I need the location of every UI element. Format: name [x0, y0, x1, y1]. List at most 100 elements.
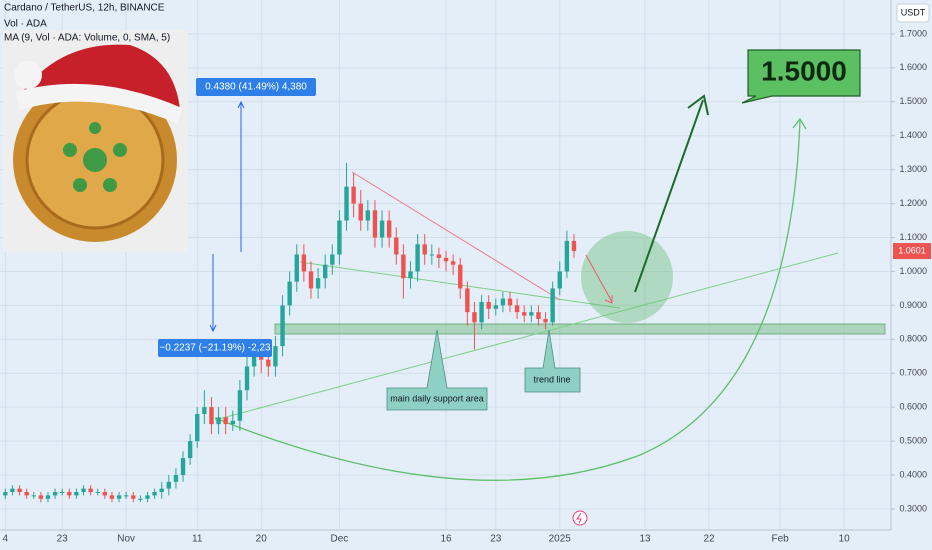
x-tick-label: 23: [490, 534, 502, 545]
x-tick-label: Feb: [771, 534, 789, 545]
y-tick-label: 1.5000: [899, 96, 927, 106]
candle-body: [372, 210, 378, 238]
y-tick-label: 0.8000: [899, 334, 927, 344]
candle-body: [415, 244, 420, 272]
candle-body: [17, 488, 22, 492]
candle-body: [315, 278, 321, 289]
candle-body: [522, 312, 527, 316]
y-tick-label: 0.3000: [899, 503, 927, 513]
candle-body: [401, 254, 406, 279]
y-tick-label: 1.3000: [899, 164, 927, 174]
x-tick-label: 22: [703, 534, 715, 545]
coin-dot: [73, 178, 87, 192]
candle-body: [3, 491, 8, 496]
candle-body: [159, 488, 164, 492]
candle-body: [458, 264, 463, 289]
candle-body: [351, 186, 356, 204]
candle-body: [280, 305, 285, 347]
y-tick-label: 1.6000: [899, 62, 927, 72]
candle-body: [244, 366, 250, 391]
price-axis-bg: [891, 0, 932, 550]
target-circle: [581, 231, 673, 323]
x-tick-label: 11: [192, 534, 203, 545]
target-text: 1.5000: [761, 55, 847, 86]
candle-body: [301, 254, 307, 272]
candle-body: [429, 254, 435, 256]
x-tick-label: Dec: [331, 534, 349, 545]
target-arrow: [634, 99, 704, 293]
coin-dot: [63, 143, 77, 157]
candle-body: [571, 240, 577, 252]
x-tick-label: 20: [256, 534, 268, 545]
candle-body: [436, 254, 442, 258]
candle-body: [10, 488, 15, 492]
callout-text: main daily support area: [390, 393, 484, 403]
y-tick-label: 0.6000: [899, 402, 927, 412]
candle-body: [180, 458, 186, 476]
event-icon: [572, 510, 588, 526]
candle-body: [202, 407, 207, 414]
candle-body: [145, 495, 150, 499]
candle-body: [223, 417, 228, 425]
axes: 0.3000 0.4000 0.5000 0.6000 0.7000 0.8000 0.90…: [3, 28, 931, 545]
candle-body: [422, 244, 427, 255]
x-tick-label: 23: [57, 534, 69, 545]
candle-body: [24, 491, 29, 496]
candle-body: [287, 281, 292, 306]
callout: [386, 329, 488, 411]
curve-arrow: [214, 119, 801, 481]
x-tick-label: 16: [440, 534, 452, 545]
x-tick-label: Nov: [117, 534, 135, 545]
candle-body: [173, 475, 179, 482]
callout: [524, 329, 581, 393]
unit-label: USDT: [901, 7, 926, 17]
arrow-head: [209, 324, 217, 333]
candle-body: [507, 298, 513, 306]
candle-body: [479, 301, 484, 323]
drawn-line: [214, 252, 839, 421]
indicator: Vol · ADA: [4, 19, 47, 30]
candle-body: [74, 491, 79, 496]
candle-body: [52, 491, 58, 496]
x-tick-label: 10: [839, 534, 851, 545]
candle-body: [500, 298, 506, 306]
candle-body: [308, 271, 314, 289]
arrow-head: [604, 295, 613, 304]
measure-label-box: [158, 339, 272, 357]
candle-body: [31, 495, 36, 497]
candle-body: [102, 491, 108, 496]
y-tick-label: 0.9000: [899, 300, 927, 310]
candle-body: [536, 312, 541, 319]
candle-body: [294, 254, 299, 282]
coin-dot: [83, 148, 107, 172]
y-tick-label: 0.4000: [899, 469, 927, 479]
candle-body: [529, 312, 534, 316]
candle-body: [88, 488, 93, 492]
candle-body: [109, 495, 115, 499]
candle-body: [443, 257, 449, 262]
candle-body: [465, 288, 470, 313]
candle-body: [251, 356, 257, 367]
candle-body: [493, 305, 498, 309]
candle-body: [45, 495, 51, 499]
indicator: MA (9, Vol · ADA: Volume, 0, SMA, 5): [4, 33, 170, 44]
arrow-head: [237, 100, 245, 109]
candle-body: [337, 220, 342, 255]
candle-body: [344, 186, 349, 221]
candle-body: [81, 488, 86, 492]
candle-body: [486, 301, 491, 309]
y-tick-label: 0.5000: [899, 435, 927, 445]
x-tick-label: 13: [639, 534, 651, 545]
candle-body: [152, 491, 157, 496]
candle-body: [273, 346, 278, 367]
y-tick-label: 1.4000: [899, 130, 927, 140]
candle-body: [230, 420, 235, 425]
coin-dot: [103, 178, 117, 192]
logo-image: [3, 30, 188, 252]
hat-trim: [15, 83, 182, 124]
candle-body: [237, 390, 243, 421]
y-tick-label: 1.2000: [899, 198, 927, 208]
candle-body: [386, 220, 392, 238]
x-tick-label: 4: [3, 534, 9, 545]
